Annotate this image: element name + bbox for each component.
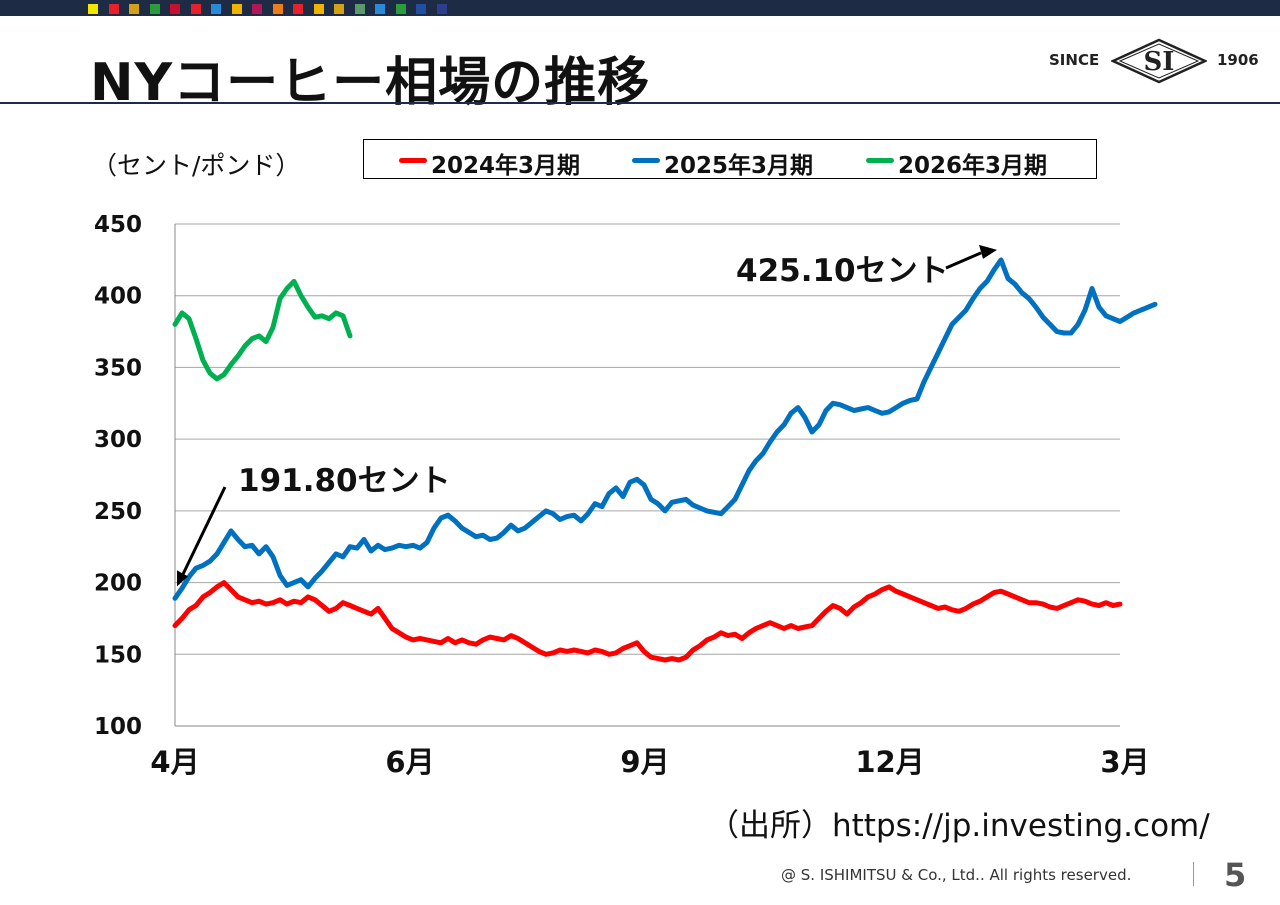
color-swatch [211, 4, 221, 14]
legend-label-2024: 2024年3月期 [431, 153, 581, 179]
color-swatch [436, 4, 447, 14]
company-logo: SINCE SI 1906 [1045, 38, 1260, 84]
y-tick-label: 400 [94, 284, 142, 310]
x-tick-label: 9月 [620, 745, 669, 779]
chart-legend: 2024年3月期 2025年3月期 2026年3月期 [363, 139, 1097, 179]
title-rule [0, 102, 1280, 104]
x-tick-label: 12月 [855, 745, 924, 779]
y-tick-label: 350 [94, 355, 142, 381]
color-swatch [375, 4, 385, 14]
unit-label: （セント/ポンド） [92, 151, 301, 180]
y-tick-label: 250 [94, 499, 142, 525]
color-swatch [190, 4, 201, 14]
logo-year: 1906 [1217, 51, 1259, 69]
color-swatch [231, 4, 242, 14]
annotation-low-arrow [179, 486, 227, 579]
logo-mark: SI [1144, 47, 1175, 77]
y-tick-label: 100 [94, 714, 142, 740]
color-swatch [293, 4, 303, 14]
series-line-0 [172, 580, 1123, 663]
color-swatch [129, 4, 139, 14]
y-tick-label: 450 [94, 212, 142, 238]
page-number: 5 [1224, 856, 1247, 894]
color-swatch [416, 4, 426, 14]
color-swatch [313, 4, 324, 14]
color-swatch [395, 4, 406, 14]
y-tick-label: 300 [94, 427, 142, 453]
legend-label-2025: 2025年3月期 [664, 153, 814, 179]
x-tick-label: 6月 [385, 745, 434, 779]
annotation-peak-arrowhead [979, 244, 997, 259]
legend-line-2024 [399, 158, 427, 163]
annotation-low-label: 191.80セント [238, 463, 451, 499]
color-swatch [334, 4, 344, 14]
y-tick-label: 150 [94, 642, 142, 668]
top-color-bar [0, 0, 1280, 16]
legend-line-2025 [632, 158, 660, 163]
source-note: （出所）https://jp.investing.com/ [708, 808, 1210, 844]
legend-label-2026: 2026年3月期 [898, 153, 1048, 179]
x-tick-label: 4月 [150, 745, 199, 779]
color-swatch [88, 4, 98, 14]
color-swatch [149, 4, 160, 14]
annotation-peak-label: 425.10セント [736, 253, 949, 289]
color-swatch [108, 4, 119, 14]
color-swatch [170, 4, 180, 14]
legend-line-2026 [866, 158, 894, 163]
annotation-peak-arrow [945, 251, 982, 270]
logo-since: SINCE [1049, 51, 1100, 69]
x-tick-label: 3月 [1100, 745, 1149, 779]
color-swatch [252, 4, 262, 14]
y-tick-label: 200 [94, 571, 142, 597]
series-line-2 [172, 278, 353, 382]
annotation-low-arrowhead [177, 570, 188, 587]
color-swatch [272, 4, 283, 14]
logo-diamond-icon: SI [1111, 38, 1207, 84]
series-line-1 [172, 257, 1158, 601]
copyright: @ S. ISHIMITSU & Co., Ltd.. All rights r… [781, 866, 1132, 884]
footer-separator [1193, 862, 1194, 886]
color-swatch [354, 4, 365, 14]
